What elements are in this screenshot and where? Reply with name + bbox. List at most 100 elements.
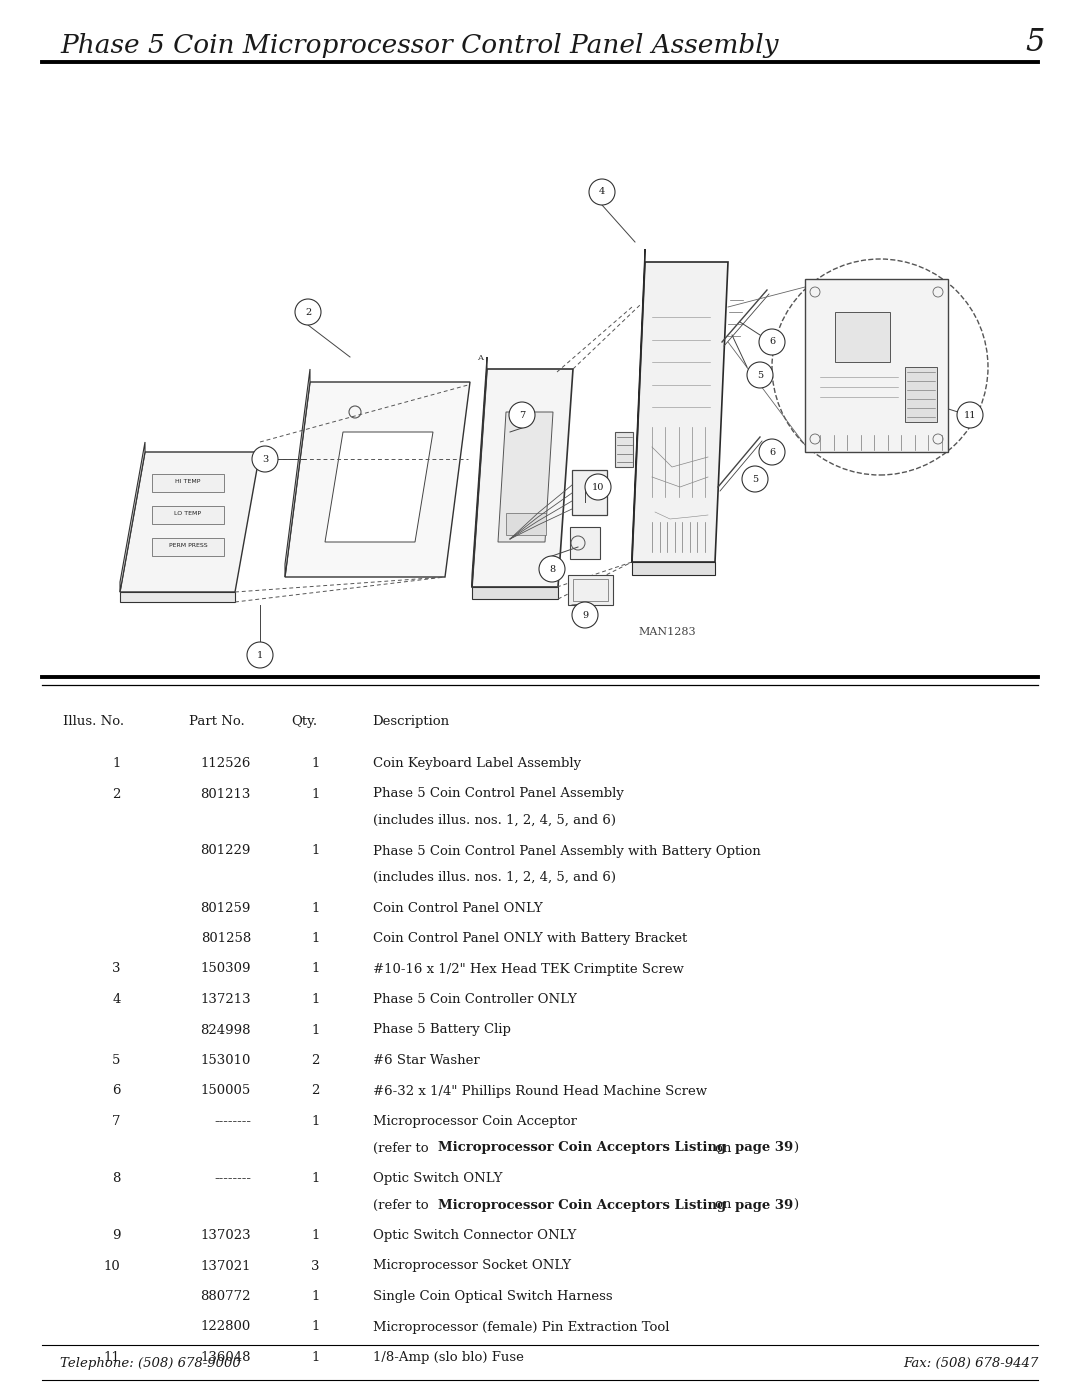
Text: 8: 8 <box>112 1172 121 1185</box>
Text: 2: 2 <box>311 1084 320 1098</box>
Text: Optic Switch ONLY: Optic Switch ONLY <box>373 1172 502 1185</box>
Text: ): ) <box>793 1199 798 1211</box>
Text: 1: 1 <box>311 1024 320 1037</box>
Text: --------: -------- <box>214 1172 251 1185</box>
Text: Optic Switch Connector ONLY: Optic Switch Connector ONLY <box>373 1229 576 1242</box>
Bar <box>615 432 633 467</box>
Text: 150309: 150309 <box>201 963 251 975</box>
Text: on: on <box>715 1199 735 1211</box>
Text: Illus. No.: Illus. No. <box>63 715 124 728</box>
Text: 137023: 137023 <box>201 1229 251 1242</box>
Text: 7: 7 <box>112 1115 121 1127</box>
Polygon shape <box>632 249 645 562</box>
Text: 5: 5 <box>112 1053 121 1067</box>
Circle shape <box>509 402 535 427</box>
Text: --------: -------- <box>214 1115 251 1127</box>
Polygon shape <box>120 592 235 602</box>
Circle shape <box>539 556 565 583</box>
Text: 112526: 112526 <box>201 757 251 770</box>
Polygon shape <box>325 432 433 542</box>
Text: (refer to: (refer to <box>373 1199 432 1211</box>
Text: 1: 1 <box>311 1320 320 1334</box>
Text: Phase 5 Battery Clip: Phase 5 Battery Clip <box>373 1024 511 1037</box>
Text: 2: 2 <box>112 788 121 800</box>
Text: HI TEMP: HI TEMP <box>175 479 201 483</box>
Text: Microprocessor Coin Acceptor: Microprocessor Coin Acceptor <box>373 1115 577 1127</box>
Circle shape <box>759 439 785 465</box>
Text: 153010: 153010 <box>201 1053 251 1067</box>
Text: Coin Control Panel ONLY: Coin Control Panel ONLY <box>373 901 542 915</box>
Text: 1: 1 <box>311 1115 320 1127</box>
Bar <box>152 506 224 524</box>
Text: Phase 5 Coin Control Panel Assembly with Battery Option: Phase 5 Coin Control Panel Assembly with… <box>373 845 760 858</box>
Circle shape <box>252 446 278 472</box>
Text: 150005: 150005 <box>201 1084 251 1098</box>
Text: 801213: 801213 <box>201 788 251 800</box>
Polygon shape <box>805 279 948 453</box>
Text: #10-16 x 1/2" Hex Head TEK Crimptite Screw: #10-16 x 1/2" Hex Head TEK Crimptite Scr… <box>373 963 684 975</box>
Text: (includes illus. nos. 1, 2, 4, 5, and 6): (includes illus. nos. 1, 2, 4, 5, and 6) <box>373 870 616 884</box>
Text: Phase 5 Coin Microprocessor Control Panel Assembly: Phase 5 Coin Microprocessor Control Pane… <box>60 34 779 59</box>
Text: 10: 10 <box>592 482 604 492</box>
Text: Qty.: Qty. <box>292 715 318 728</box>
Polygon shape <box>285 381 470 577</box>
Text: 1: 1 <box>311 845 320 858</box>
Text: Description: Description <box>373 715 449 728</box>
Polygon shape <box>632 263 728 562</box>
Text: 11: 11 <box>104 1351 121 1363</box>
Text: PERM PRESS: PERM PRESS <box>168 542 207 548</box>
Text: Coin Keyboard Label Assembly: Coin Keyboard Label Assembly <box>373 757 581 770</box>
Polygon shape <box>498 412 553 542</box>
Text: Single Coin Optical Switch Harness: Single Coin Optical Switch Harness <box>373 1289 612 1303</box>
Text: 5: 5 <box>752 475 758 483</box>
Text: 9: 9 <box>582 610 589 619</box>
Text: 3: 3 <box>261 454 268 464</box>
Text: Phase 5 Coin Controller ONLY: Phase 5 Coin Controller ONLY <box>373 993 577 1006</box>
Circle shape <box>247 643 273 668</box>
Text: 880772: 880772 <box>201 1289 251 1303</box>
Text: 11: 11 <box>963 411 976 419</box>
Text: ): ) <box>793 1141 798 1154</box>
Text: 801229: 801229 <box>201 845 251 858</box>
Text: 1: 1 <box>311 788 320 800</box>
Bar <box>835 312 890 362</box>
Text: 1: 1 <box>311 993 320 1006</box>
Text: 5: 5 <box>757 370 764 380</box>
Text: 137213: 137213 <box>201 993 251 1006</box>
Text: 1: 1 <box>311 757 320 770</box>
Text: 1: 1 <box>311 901 320 915</box>
Text: A: A <box>477 353 483 362</box>
Text: Phase 5 Coin Control Panel Assembly: Phase 5 Coin Control Panel Assembly <box>373 788 623 800</box>
Text: 2: 2 <box>305 307 311 317</box>
Text: 824998: 824998 <box>201 1024 251 1037</box>
Text: 6: 6 <box>769 338 775 346</box>
Polygon shape <box>472 369 573 587</box>
Circle shape <box>589 179 615 205</box>
Bar <box>570 527 600 559</box>
Text: Microprocessor Coin Acceptors Listing: Microprocessor Coin Acceptors Listing <box>437 1141 730 1154</box>
Bar <box>152 538 224 556</box>
Bar <box>507 513 546 535</box>
Text: 1: 1 <box>311 1172 320 1185</box>
Circle shape <box>572 602 598 629</box>
Text: Fax: (508) 678-9447: Fax: (508) 678-9447 <box>903 1356 1038 1370</box>
Text: 4: 4 <box>599 187 605 197</box>
Polygon shape <box>472 587 558 599</box>
Circle shape <box>759 330 785 355</box>
Text: #6-32 x 1/4" Phillips Round Head Machine Screw: #6-32 x 1/4" Phillips Round Head Machine… <box>373 1084 706 1098</box>
Text: 3: 3 <box>311 1260 320 1273</box>
Text: Microprocessor (female) Pin Extraction Tool: Microprocessor (female) Pin Extraction T… <box>373 1320 670 1334</box>
Bar <box>568 576 613 605</box>
Circle shape <box>742 467 768 492</box>
Text: page 39: page 39 <box>734 1141 797 1154</box>
Text: 1: 1 <box>311 963 320 975</box>
Text: 8: 8 <box>549 564 555 574</box>
Polygon shape <box>120 453 260 592</box>
Text: LO TEMP: LO TEMP <box>175 510 202 515</box>
Text: on: on <box>715 1141 735 1154</box>
Polygon shape <box>285 369 310 577</box>
Text: 2: 2 <box>311 1053 320 1067</box>
Circle shape <box>295 299 321 326</box>
Text: 801259: 801259 <box>201 901 251 915</box>
Text: Microprocessor Socket ONLY: Microprocessor Socket ONLY <box>373 1260 570 1273</box>
